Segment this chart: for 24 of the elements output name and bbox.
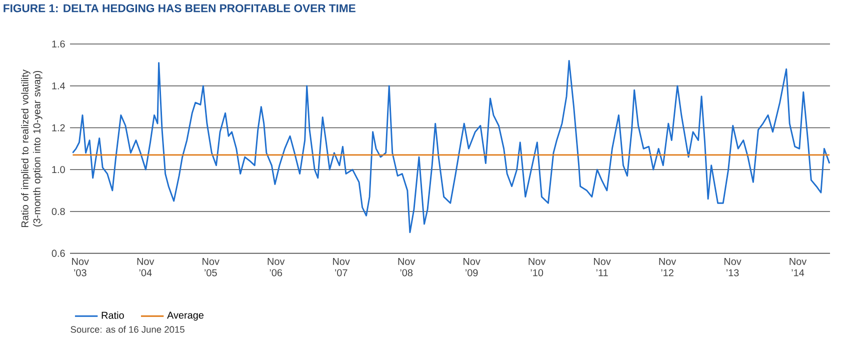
legend-label: Ratio bbox=[102, 312, 124, 319]
y-tick-label: 1.4 bbox=[52, 82, 66, 90]
x-tick-label: Nov ’07 bbox=[333, 258, 350, 276]
x-tick-label: Nov ’03 bbox=[72, 258, 89, 276]
x-tick-label: Nov ’09 bbox=[464, 258, 480, 276]
line-series bbox=[72, 60, 830, 234]
y-axis-title: Ratio of implied to realized volatility (3-month option into 10-year swap) bbox=[21, 70, 42, 228]
x-tick-label: Nov ’08 bbox=[398, 258, 416, 276]
legend-label: Average bbox=[167, 312, 204, 321]
y-tick-label: 0.6 bbox=[52, 250, 65, 257]
x-tick-label: Nov ’05 bbox=[202, 258, 220, 276]
x-tick-label: Nov ’13 bbox=[724, 258, 742, 276]
y-tick-label: 1.2 bbox=[52, 124, 65, 132]
y-tick-label: 1.0 bbox=[52, 166, 65, 174]
chart-title: FIGURE 1: DELTA HEDGING HAS BEEN PROFITABLE OVER TIME bbox=[4, 4, 356, 12]
x-tick-label: Nov ’11 bbox=[594, 258, 611, 276]
x-tick-label: Nov ’04 bbox=[137, 258, 154, 276]
x-tick-label: Nov ’12 bbox=[659, 258, 676, 276]
y-tick-label: 1.6 bbox=[52, 40, 65, 48]
x-tick-label: Nov ’10 bbox=[528, 258, 546, 276]
x-tick-label: Nov ’14 bbox=[790, 258, 807, 276]
x-tick-label: Nov ’06 bbox=[268, 258, 285, 276]
y-tick-label: 0.8 bbox=[52, 208, 65, 215]
source-note: Source: as of 16 June 2015 bbox=[70, 326, 184, 333]
